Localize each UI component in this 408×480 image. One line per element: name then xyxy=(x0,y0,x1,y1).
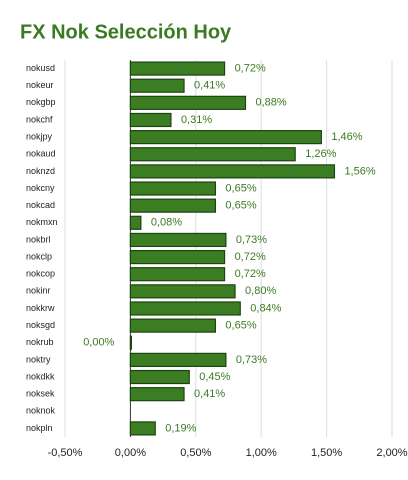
value-label: 0,65% xyxy=(225,182,256,194)
x-tick-label: 1,50% xyxy=(311,447,342,459)
bar xyxy=(129,421,156,436)
bar xyxy=(129,301,241,316)
bar xyxy=(129,78,185,93)
y-tick-label: nokeur xyxy=(26,80,54,90)
bar xyxy=(129,215,142,230)
value-label: 1,26% xyxy=(305,148,336,160)
y-tick-label: nokdkk xyxy=(26,371,55,381)
bar xyxy=(129,181,217,196)
value-label: 0,19% xyxy=(165,422,196,434)
bar xyxy=(129,267,226,282)
bar xyxy=(129,352,227,367)
bar xyxy=(129,232,227,248)
y-tick-label: nokrub xyxy=(26,337,54,347)
y-tick-label: nokkrw xyxy=(26,303,55,313)
y-tick-label: nokcop xyxy=(26,269,55,279)
value-label: 0,73% xyxy=(236,354,267,366)
bar xyxy=(129,387,185,402)
bar xyxy=(129,147,296,162)
value-label: 0,41% xyxy=(194,388,225,400)
value-label: 0,00% xyxy=(83,337,114,349)
y-tick-label: nokinr xyxy=(26,286,51,296)
bar xyxy=(129,164,336,179)
value-label: 0,41% xyxy=(194,80,225,92)
x-tick-label: 0,00% xyxy=(115,447,146,459)
y-tick-label: noknzd xyxy=(26,166,55,176)
y-tick-label: nokpln xyxy=(26,423,53,433)
bar xyxy=(129,318,217,333)
y-tick-label: noknok xyxy=(26,406,56,416)
value-label: 1,56% xyxy=(344,165,375,177)
bar xyxy=(129,130,322,145)
y-tick-label: noksek xyxy=(26,389,55,399)
bar xyxy=(129,112,172,128)
x-tick-label: -0,50% xyxy=(48,447,83,459)
y-tick-label: nokcny xyxy=(26,183,55,193)
x-tick-label: 2,00% xyxy=(376,447,407,459)
value-label: 0,72% xyxy=(235,251,266,263)
bar xyxy=(129,95,247,110)
y-tick-label: nokclp xyxy=(26,251,52,261)
bar xyxy=(129,369,190,385)
chart-title: FX Nok Selección Hoy xyxy=(20,21,232,43)
value-label: 0,72% xyxy=(235,268,266,280)
x-tick-label: 0,50% xyxy=(180,447,211,459)
value-label: 0,88% xyxy=(256,97,287,109)
x-tick-label: 1,00% xyxy=(246,447,277,459)
bar xyxy=(129,335,132,350)
value-label: 0,31% xyxy=(181,114,212,126)
bar xyxy=(129,284,236,299)
y-tick-label: nokchf xyxy=(26,114,53,124)
y-tick-label: noksgd xyxy=(26,320,55,330)
value-label: 0,80% xyxy=(245,285,276,297)
y-tick-label: nokusd xyxy=(26,63,55,73)
y-tick-label: nokbrl xyxy=(26,234,51,244)
value-label: 0,65% xyxy=(225,200,256,212)
bar xyxy=(129,198,217,213)
bar xyxy=(129,249,226,265)
y-tick-label: nokmxn xyxy=(26,217,58,227)
y-tick-label: nokgbp xyxy=(26,97,56,107)
value-label: 0,72% xyxy=(235,62,266,74)
y-tick-label: nokjpy xyxy=(26,131,53,141)
bar xyxy=(129,61,226,76)
y-tick-label: nokaud xyxy=(26,149,56,159)
value-label: 0,08% xyxy=(151,217,182,229)
value-label: 0,45% xyxy=(199,371,230,383)
value-label: 0,84% xyxy=(250,302,281,314)
y-tick-label: nokcad xyxy=(26,200,55,210)
y-tick-label: noktry xyxy=(26,354,51,364)
value-label: 0,73% xyxy=(236,234,267,246)
value-label: 0,65% xyxy=(225,320,256,332)
value-label: 1,46% xyxy=(331,131,362,143)
